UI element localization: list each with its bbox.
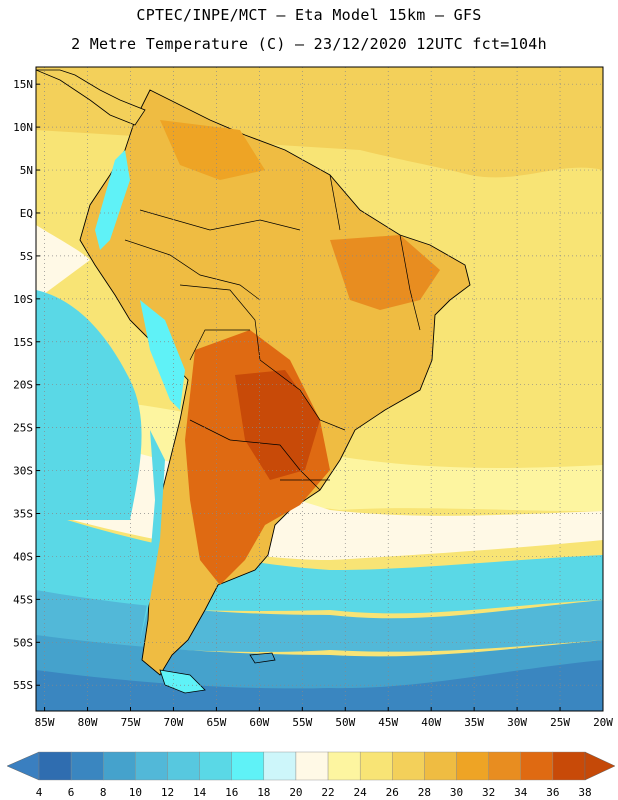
colorbar-label: 38 bbox=[578, 786, 591, 799]
lon-label: 35W bbox=[464, 716, 484, 729]
lon-label: 40W bbox=[421, 716, 441, 729]
lat-label: 45S bbox=[13, 593, 33, 606]
southern-andes-cold-strip bbox=[140, 430, 165, 640]
map-title-line2: 2 Metre Temperature (C) – 23/12/2020 12U… bbox=[71, 35, 547, 53]
colorbar-swatch bbox=[488, 751, 521, 781]
colorbar-label: 8 bbox=[100, 786, 107, 799]
colorbar-label: 20 bbox=[289, 786, 302, 799]
colorbar-swatch bbox=[327, 751, 361, 781]
colorbar-label: 34 bbox=[514, 786, 528, 799]
lon-label: 70W bbox=[164, 716, 184, 729]
colorbar-swatch bbox=[295, 751, 329, 781]
country-borders bbox=[124, 174, 421, 491]
andes-cold-strip bbox=[95, 150, 185, 410]
colorbar-swatch bbox=[231, 751, 265, 781]
colorbar-swatch bbox=[359, 751, 393, 781]
hottest-region-paraguay bbox=[235, 370, 320, 480]
lat-label: 10S bbox=[13, 293, 33, 306]
lon-label: 30W bbox=[507, 716, 527, 729]
lon-label: 75W bbox=[121, 716, 141, 729]
colorbar-swatch bbox=[167, 751, 200, 781]
colorbar-swatch bbox=[456, 751, 489, 781]
map-title-line1: CPTEC/INPE/MCT – Eta Model 15km – GFS bbox=[136, 6, 482, 24]
colorbar-swatch bbox=[199, 751, 232, 781]
hot-region-venezuela bbox=[160, 120, 265, 180]
lat-label: 50S bbox=[13, 636, 33, 649]
map-frame bbox=[35, 66, 604, 712]
colorbar-label: 24 bbox=[354, 786, 368, 799]
colorbar-label: 30 bbox=[450, 786, 463, 799]
latitude-axis: 15N 10N 5N EQ 5S 10S 15S 20S 25S 30S 35S 40S 45S 50S 5… bbox=[13, 78, 40, 692]
colorbar-swatch bbox=[263, 751, 297, 781]
colorbar-label: 4 bbox=[36, 786, 43, 799]
lat-label: 15S bbox=[13, 336, 33, 349]
colorbar-label: 28 bbox=[418, 786, 431, 799]
ocean-north-band bbox=[36, 67, 603, 178]
lat-label: 35S bbox=[13, 508, 33, 521]
ocean-pacific-cold-band bbox=[36, 290, 142, 520]
colorbar-label: 16 bbox=[225, 786, 238, 799]
colorbar-label: 12 bbox=[161, 786, 174, 799]
colorbar-swatch bbox=[70, 751, 104, 781]
colorbar-swatch bbox=[103, 751, 136, 781]
lat-label: 25S bbox=[13, 422, 33, 435]
colorbar-label: 22 bbox=[321, 786, 334, 799]
lon-label: 50W bbox=[335, 716, 355, 729]
lat-label: 10N bbox=[13, 121, 33, 134]
colorbar-swatch bbox=[135, 751, 168, 781]
graticule-grid bbox=[36, 67, 603, 711]
lon-label: 20W bbox=[593, 716, 613, 729]
longitude-axis: 85W 80W 75W 70W 65W 60W 55W 50W 45W 40W 35W 30W 25W 2… bbox=[35, 707, 613, 729]
lon-label: 55W bbox=[292, 716, 312, 729]
colorbar-swatch bbox=[552, 751, 586, 781]
colorbar-label: 6 bbox=[68, 786, 75, 799]
ocean-pacific-cool-band bbox=[36, 225, 90, 300]
lat-label: EQ bbox=[20, 207, 33, 220]
ocean-band-8 bbox=[36, 660, 603, 711]
colorbar-label: 32 bbox=[482, 786, 495, 799]
lon-label: 45W bbox=[378, 716, 398, 729]
lon-label: 25W bbox=[550, 716, 570, 729]
lon-label: 85W bbox=[35, 716, 55, 729]
colorbar-label: 36 bbox=[546, 786, 559, 799]
lat-label: 5S bbox=[20, 250, 33, 263]
lat-label: 30S bbox=[13, 465, 33, 478]
lat-label: 5N bbox=[20, 164, 33, 177]
falkland-islands bbox=[249, 652, 276, 664]
colorbar-label: 18 bbox=[257, 786, 270, 799]
colorbar-swatch bbox=[520, 751, 554, 781]
tierra-del-fuego bbox=[159, 669, 206, 694]
colorbar-label: 26 bbox=[386, 786, 399, 799]
lat-label: 20S bbox=[13, 379, 33, 392]
colorbar-label: 14 bbox=[193, 786, 207, 799]
hot-region-northeast-brazil bbox=[330, 235, 440, 310]
colorbar-label: 10 bbox=[129, 786, 142, 799]
lon-label: 60W bbox=[249, 716, 269, 729]
colorbar-swatch bbox=[38, 751, 72, 781]
lat-label: 40S bbox=[13, 550, 33, 563]
colorbar-legend: 4 6 8 10 12 14 16 18 20 22 24 26 28 30 32 34 36 38 bbox=[6, 751, 616, 799]
colorbar-high-arrow bbox=[584, 751, 616, 781]
colorbar-swatch bbox=[392, 751, 425, 781]
colorbar-low-arrow bbox=[6, 751, 40, 781]
lon-label: 80W bbox=[78, 716, 98, 729]
lat-label: 55S bbox=[13, 679, 33, 692]
lon-label: 65W bbox=[206, 716, 226, 729]
lat-label: 15N bbox=[13, 78, 33, 91]
map-field bbox=[36, 67, 603, 711]
colorbar-swatch bbox=[424, 751, 457, 781]
central-america-land bbox=[36, 69, 146, 126]
